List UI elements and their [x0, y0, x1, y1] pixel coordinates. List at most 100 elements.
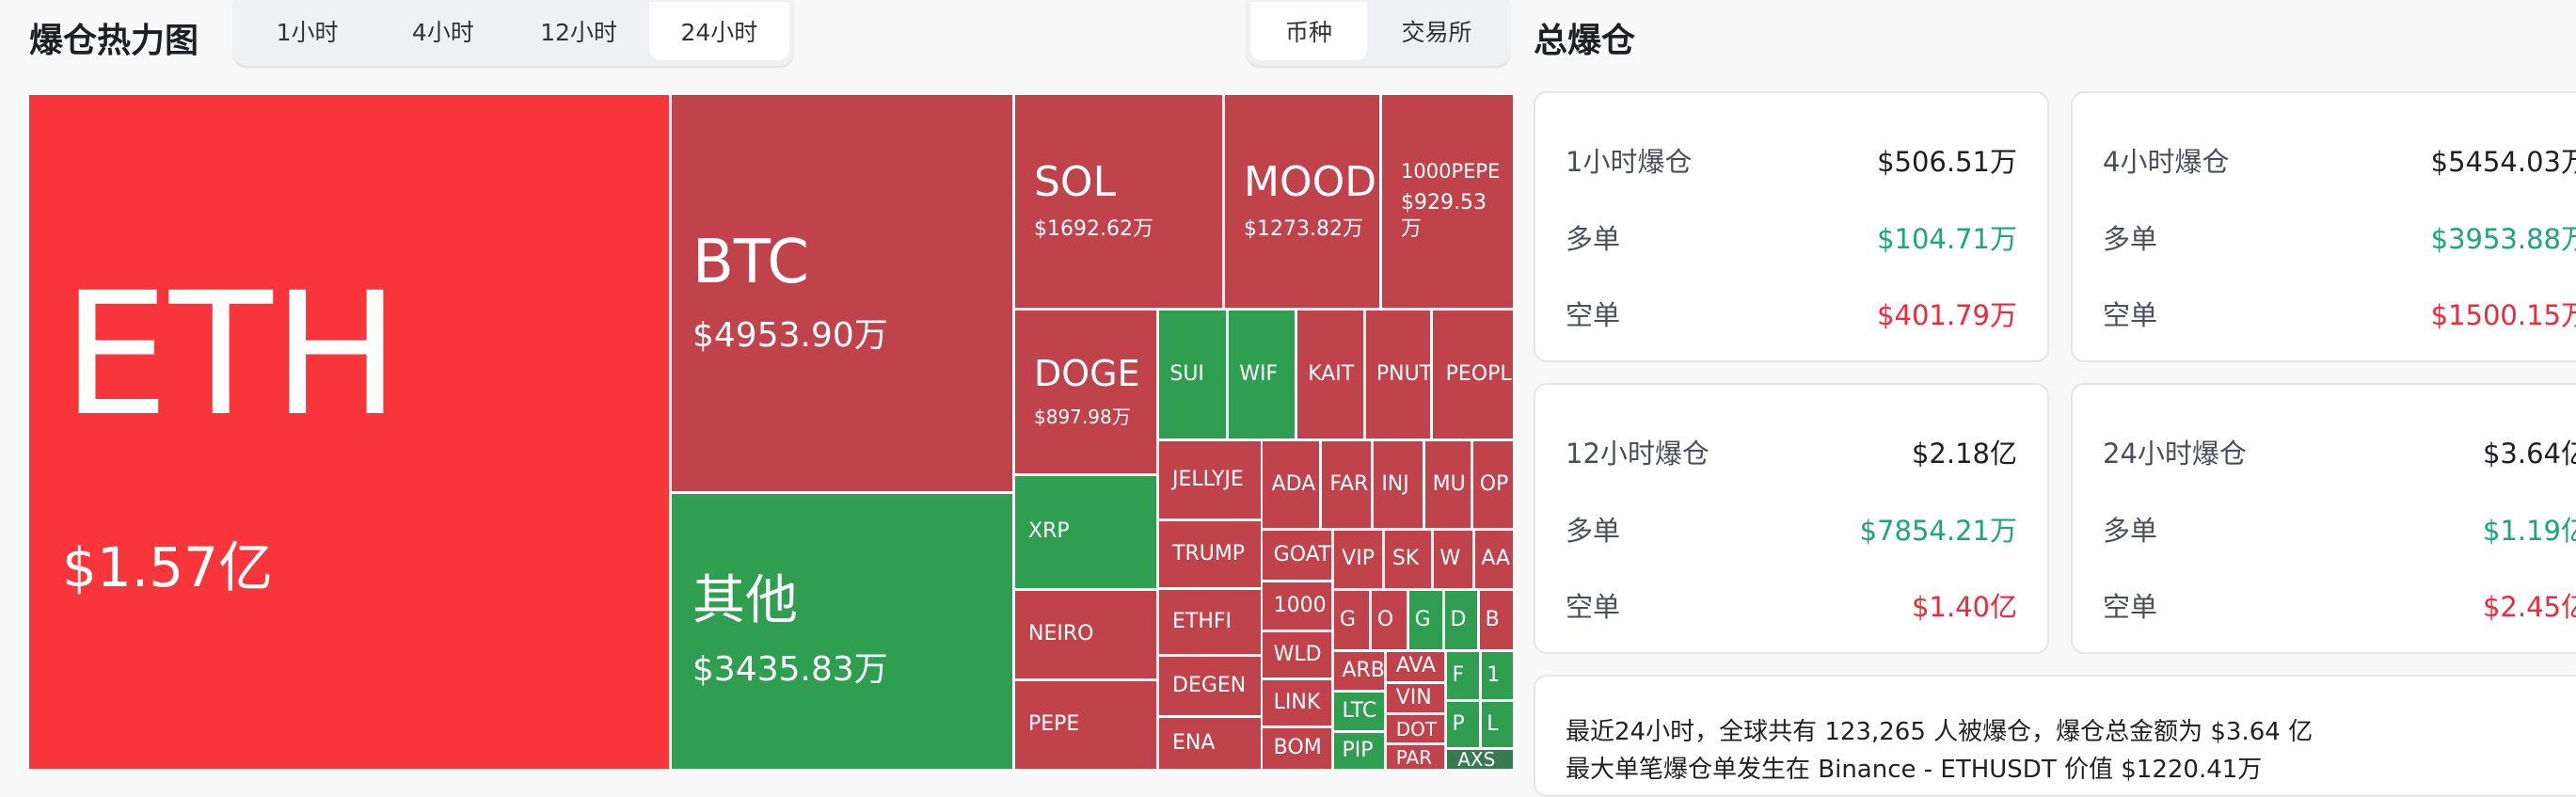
tile-symbol: SK	[1391, 547, 1420, 571]
tile-symbol: BOM	[1273, 736, 1322, 760]
treemap-tile-p[interactable]: P	[1447, 702, 1479, 747]
treemap-tile-ltc[interactable]: LTC	[1334, 693, 1384, 730]
tile-symbol: WIF	[1239, 361, 1279, 386]
liquidation-card: 24小时爆仓 $3.64亿 多单 $1.19亿 空单 $2.45亿	[2071, 383, 2576, 654]
treemap-tile-link[interactable]: LINK	[1263, 680, 1331, 725]
treemap-tile-其他[interactable]: 其他 $3435.83万	[672, 494, 1012, 769]
tab-4h[interactable]: 4小时	[411, 19, 474, 46]
treemap-tile-o[interactable]: O	[1372, 591, 1407, 649]
treemap-tile-wld[interactable]: WLD	[1263, 632, 1331, 677]
treemap-tile-bom[interactable]: BOM	[1263, 728, 1331, 769]
treemap-tile-eth[interactable]: ETH $1.57亿	[29, 95, 669, 769]
tile-symbol: WLD	[1273, 642, 1322, 666]
treemap-tile-ava[interactable]: AVA	[1387, 652, 1444, 681]
note-line-2: 最大单笔爆仓单发生在 Binance - ETHUSDT 价值 $1220.41…	[1566, 756, 2263, 784]
treemap-tile-btc[interactable]: BTC $4953.90万	[672, 95, 1012, 491]
tile-symbol: VIN	[1395, 685, 1432, 709]
treemap-tile-ada[interactable]: ADA	[1263, 441, 1319, 528]
treemap-tile-mooden[interactable]: MOODEN $1273.82万	[1225, 95, 1379, 308]
tab-exchange[interactable]: 交易所	[1401, 19, 1472, 46]
treemap-tile-xrp[interactable]: XRP	[1015, 476, 1156, 588]
treemap-tile-kait[interactable]: KAIT	[1297, 311, 1363, 438]
tile-symbol: NEIRO	[1028, 622, 1094, 646]
tile-symbol: AVA	[1395, 654, 1437, 678]
treemap-tile-doge[interactable]: DOGE $897.98万	[1015, 311, 1156, 473]
treemap-tile-pepe[interactable]: PEPE	[1015, 681, 1156, 769]
treemap-tile-goat[interactable]: GOAT	[1263, 531, 1331, 580]
treemap-tile-inj[interactable]: INJ	[1374, 441, 1423, 528]
treemap-tile-g[interactable]: G	[1334, 591, 1369, 649]
row-label: 空单	[1566, 591, 1621, 623]
tile-symbol: LTC	[1342, 698, 1377, 723]
tile-symbol: FAR	[1329, 471, 1369, 496]
row-label: 空单	[2103, 299, 2158, 331]
tile-symbol: D	[1450, 607, 1467, 631]
treemap-tile-aa[interactable]: AA	[1475, 531, 1513, 588]
liquidation-treemap: ETH $1.57亿 BTC $4953.90万 其他 $3435.83万 SOL $1692…	[29, 95, 1513, 769]
tile-symbol: PIP	[1342, 738, 1374, 762]
tile-symbol: SOL	[1034, 158, 1117, 207]
card-row-short: 空单 $1.40亿	[1566, 585, 2017, 625]
treemap-tile-pnut[interactable]: PNUT	[1366, 311, 1430, 438]
tile-symbol: LINK	[1273, 690, 1321, 714]
liquidation-card: 12小时爆仓 $2.18亿 多单 $7854.21万 空单 $1.40亿	[1534, 383, 2049, 654]
row-value: $1500.15万	[2430, 299, 2576, 331]
treemap-tile-ethfi[interactable]: ETHFI	[1159, 590, 1261, 654]
treemap-tile-arb[interactable]: ARB	[1334, 652, 1384, 690]
treemap-tile-g[interactable]: G	[1409, 591, 1442, 649]
treemap-tile-pip[interactable]: PIP	[1334, 733, 1384, 769]
treemap-tile-neiro[interactable]: NEIRO	[1015, 591, 1156, 678]
tile-symbol: ARB	[1342, 658, 1384, 682]
tile-amount: $3435.83万	[692, 650, 888, 690]
treemap-tile-vin[interactable]: VIN	[1387, 684, 1444, 712]
tile-symbol: PAR	[1395, 745, 1433, 769]
treemap-tile-sol[interactable]: SOL $1692.62万	[1015, 95, 1222, 308]
tab-24h[interactable]: 24小时	[648, 2, 789, 60]
treemap-tile-sk[interactable]: SK	[1385, 531, 1431, 588]
tile-symbol: DEGEN	[1172, 673, 1247, 697]
treemap-tile-wif[interactable]: WIF	[1229, 311, 1295, 438]
tile-symbol: 1	[1487, 662, 1501, 687]
tile-symbol: DOGE	[1034, 353, 1140, 395]
treemap-tile-degen[interactable]: DEGEN	[1159, 657, 1261, 715]
tab-1h[interactable]: 1小时	[276, 19, 339, 46]
row-value: $3.64亿	[2482, 438, 2576, 470]
treemap-tile-sui[interactable]: SUI	[1159, 311, 1226, 438]
liquidation-card: 4小时爆仓 $5454.03万 多单 $3953.88万 空单 $1500.15万	[2071, 91, 2576, 362]
row-value: $506.51万	[1877, 146, 2017, 178]
treemap-tile-vip[interactable]: VIP	[1334, 531, 1382, 588]
treemap-tile-ena[interactable]: ENA	[1159, 718, 1261, 769]
treemap-tile-people[interactable]: PEOPLE	[1433, 311, 1513, 438]
row-value: $1.40亿	[1911, 591, 2017, 623]
treemap-tile-f[interactable]: F	[1447, 652, 1479, 699]
tile-symbol: B	[1485, 607, 1500, 631]
treemap-tile-1000[interactable]: 1000	[1263, 582, 1331, 630]
liquidation-card: 1小时爆仓 $506.51万 多单 $104.71万 空单 $401.79万	[1534, 91, 2049, 362]
treemap-tile-b[interactable]: B	[1480, 591, 1513, 649]
treemap-tile-w[interactable]: W	[1434, 531, 1472, 588]
treemap-tile-l[interactable]: L	[1482, 702, 1513, 747]
tile-symbol: OP	[1479, 471, 1509, 496]
treemap-tile-dot[interactable]: DOT	[1387, 715, 1444, 742]
treemap-tile-jellyje[interactable]: JELLYJE	[1159, 441, 1261, 518]
treemap-tile-op[interactable]: OP	[1473, 441, 1513, 528]
tab-coin[interactable]: 币种	[1250, 2, 1367, 60]
tile-symbol: ETHFI	[1172, 609, 1232, 633]
treemap-tile-axs[interactable]: AXS	[1447, 750, 1513, 769]
tile-amount: $1273.82万	[1244, 217, 1363, 242]
treemap-tile-par[interactable]: PAR	[1387, 745, 1444, 769]
tile-symbol: ETH	[62, 256, 401, 454]
treemap-tile-mu[interactable]: MU	[1425, 441, 1471, 528]
card-row-short: 空单 $2.45亿	[2103, 585, 2576, 625]
treemap-tile-1[interactable]: 1	[1482, 652, 1513, 699]
treemap-tile-far[interactable]: FAR	[1322, 441, 1371, 528]
row-value: $2.45亿	[2482, 591, 2576, 623]
tab-12h[interactable]: 12小时	[540, 19, 618, 46]
card-row-long: 多单 $7854.21万	[1566, 509, 2017, 549]
tile-amount: $1692.62万	[1034, 217, 1153, 242]
tile-symbol: KAIT	[1308, 361, 1355, 386]
treemap-tile-trump[interactable]: TRUMP	[1159, 521, 1261, 587]
row-label: 多单	[2103, 515, 2158, 547]
treemap-tile-d[interactable]: D	[1445, 591, 1477, 649]
treemap-tile-1000pepe[interactable]: 1000PEPE $929.53万	[1382, 95, 1513, 308]
